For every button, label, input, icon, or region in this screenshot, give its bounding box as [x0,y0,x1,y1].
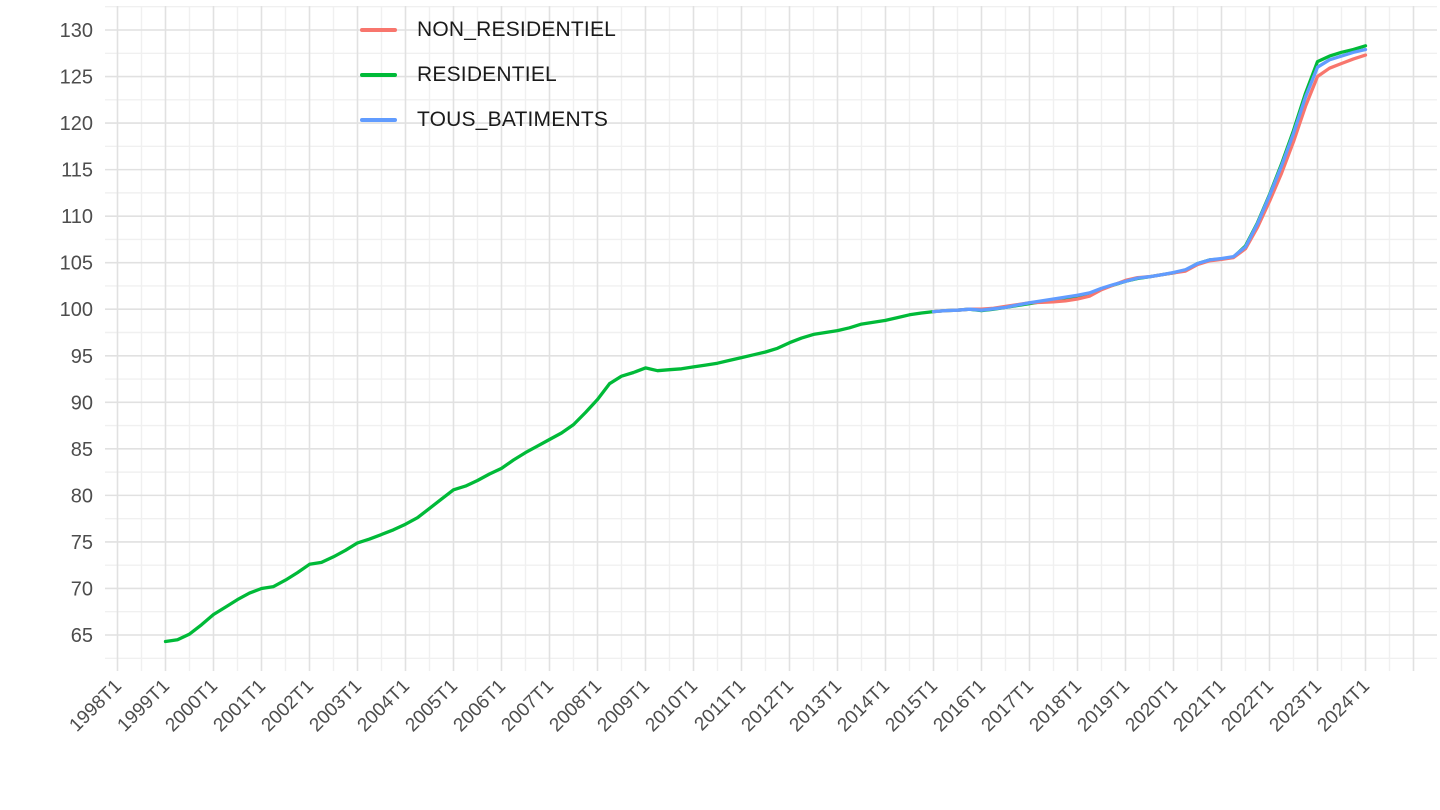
y-tick-label: 125 [60,67,93,89]
x-tick-label: 2015T1 [882,676,942,736]
x-tick-label: 2014T1 [834,676,894,736]
y-axis-tick-labels: 65 70 75 80 85 90 95 100 105 110 115 120 125 130 [60,20,93,647]
x-tick-label: 2022T1 [1218,676,1278,736]
x-tick-label: 2004T1 [354,676,414,736]
legend-swatch-non-residentiel [360,28,397,32]
gridlines-major [105,6,1437,671]
legend-label-non-residentiel: NON_RESIDENTIEL [417,18,617,41]
y-tick-label: 75 [71,532,93,554]
x-tick-label: 2000T1 [162,676,222,736]
x-tick-label: 2021T1 [1170,676,1230,736]
x-tick-label: 2012T1 [738,676,798,736]
series-line-tous_batiments [931,47,1368,314]
x-tick-label: 2010T1 [642,676,702,736]
y-tick-label: 85 [71,439,93,461]
x-tick-label: 2019T1 [1074,676,1134,736]
x-tick-label: 2001T1 [210,676,270,736]
legend-item-residentiel: RESIDENTIEL [360,59,616,91]
legend-item-non-residentiel: NON_RESIDENTIEL [360,14,616,46]
x-tick-label: 2016T1 [930,676,990,736]
x-tick-label: 2003T1 [306,676,366,736]
y-tick-label: 95 [71,346,93,368]
x-tick-label: 2020T1 [1122,676,1182,736]
x-tick-label: 2023T1 [1266,676,1326,736]
y-tick-label: 70 [71,578,93,600]
y-tick-label: 130 [60,20,93,42]
x-tick-label: 2009T1 [594,676,654,736]
x-axis-tick-labels: 1998T11999T12000T12001T12002T12003T12004… [66,676,1374,736]
legend-item-tous-batiments: TOUS_BATIMENTS [360,104,616,136]
y-tick-label: 105 [60,253,93,275]
y-tick-label: 110 [61,206,93,228]
x-tick-label: 1998T1 [66,676,126,736]
x-tick-label: 2024T1 [1314,676,1374,736]
legend-swatch-tous-batiments [360,118,397,122]
legend: NON_RESIDENTIEL RESIDENTIEL TOUS_BATIMEN… [360,14,616,136]
x-tick-label: 2017T1 [978,676,1038,736]
x-tick-label: 2013T1 [786,676,846,736]
x-tick-label: 2018T1 [1026,676,1086,736]
y-tick-label: 100 [60,299,93,321]
legend-label-residentiel: RESIDENTIEL [417,63,557,86]
y-tick-label: 80 [71,485,93,507]
gridlines-minor [105,6,1437,671]
x-tick-label: 2006T1 [450,676,510,736]
x-tick-label: 2007T1 [498,676,558,736]
y-tick-label: 90 [71,392,93,414]
x-tick-label: 2002T1 [258,676,318,736]
x-tick-label: 2008T1 [546,676,606,736]
legend-swatch-residentiel [360,73,397,77]
series-lines [163,44,1368,644]
x-tick-label: 2011T1 [691,676,750,735]
legend-label-tous-batiments: TOUS_BATIMENTS [417,108,609,131]
y-tick-label: 65 [71,625,93,647]
x-tick-label: 2005T1 [402,676,462,736]
y-tick-label: 115 [61,160,93,182]
x-tick-label: 1999T1 [114,676,174,736]
y-tick-label: 120 [60,113,93,135]
